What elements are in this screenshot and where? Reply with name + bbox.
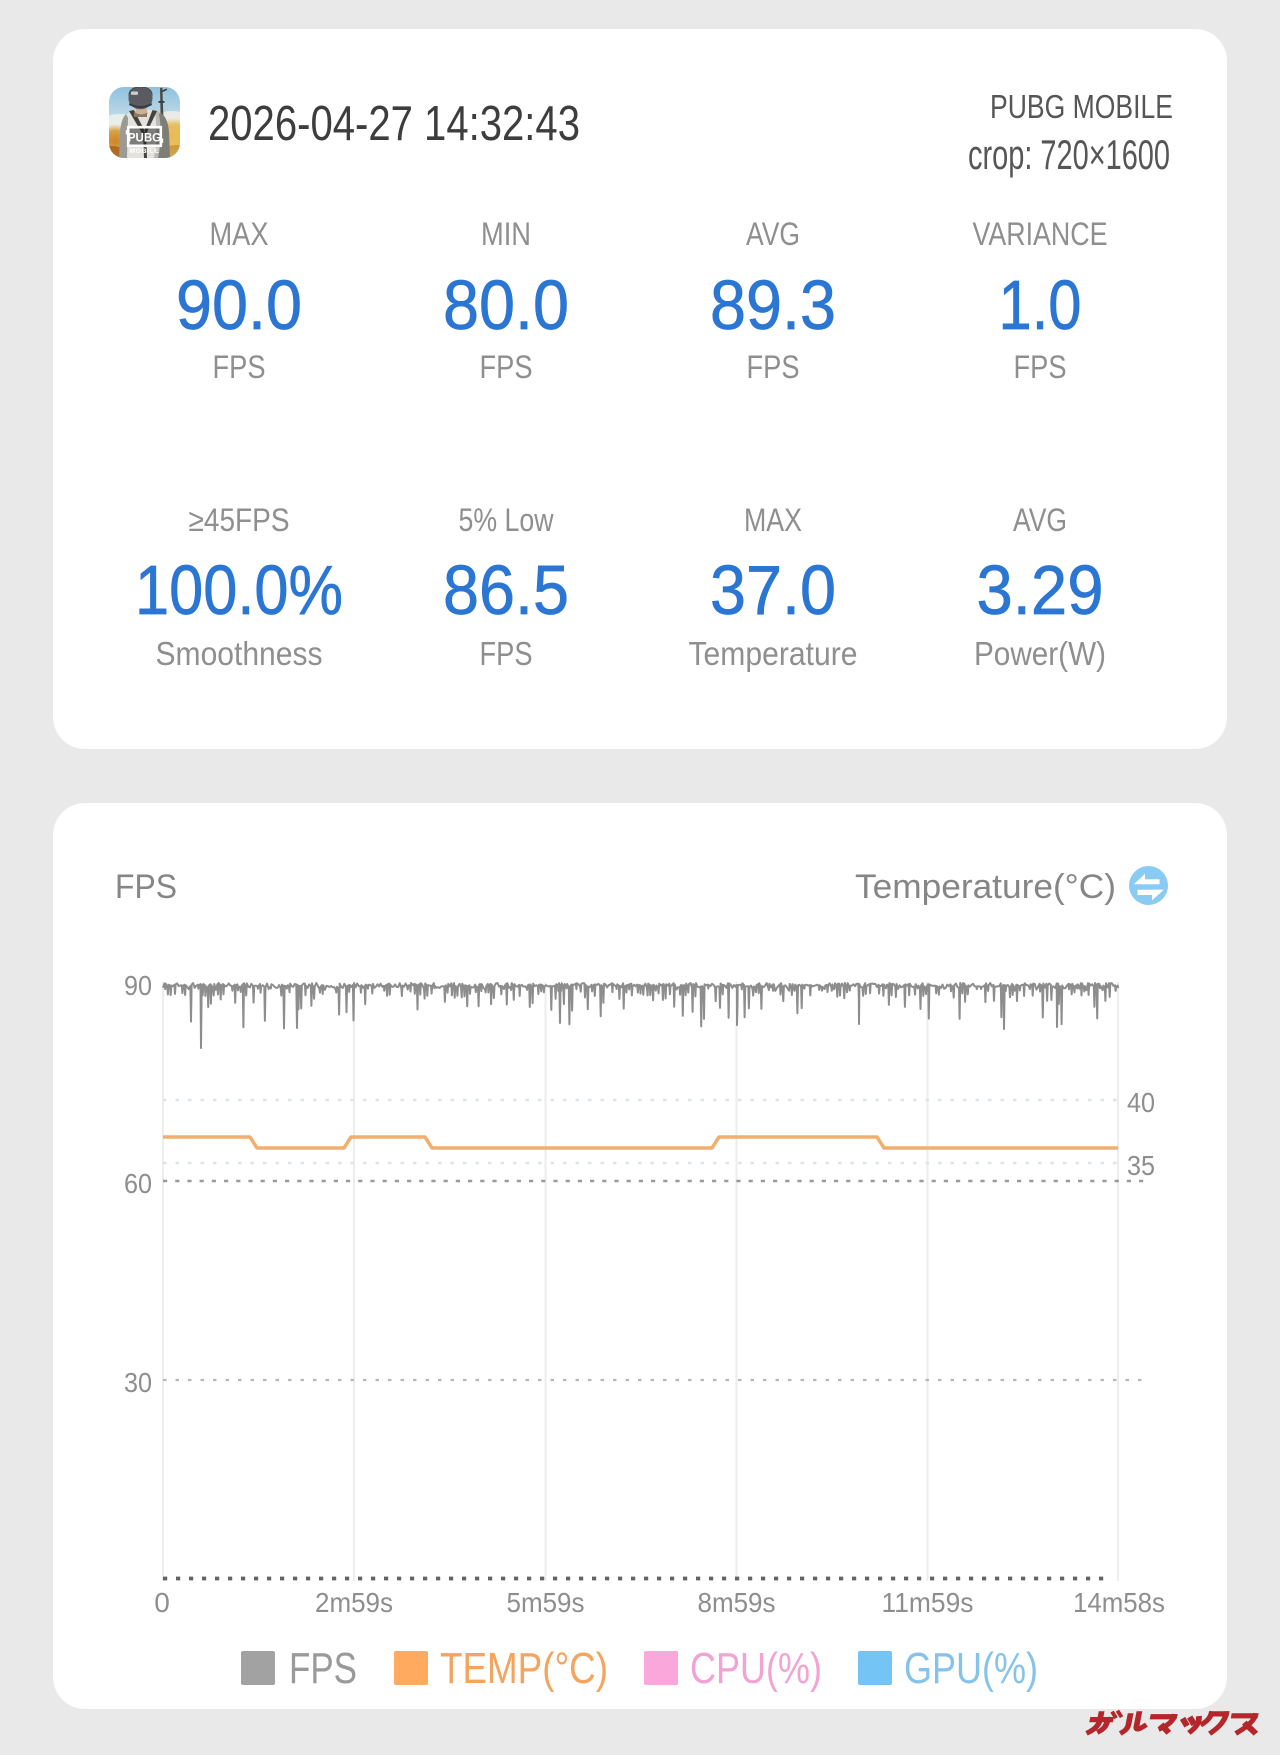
svg-text:≥45FPS: ≥45FPS [189, 502, 290, 538]
svg-text:2026-04-27 14:32:43: 2026-04-27 14:32:43 [208, 97, 580, 151]
svg-text:Temperature: Temperature [689, 635, 858, 672]
svg-text:FPS: FPS [1014, 349, 1067, 385]
svg-text:37.0: 37.0 [710, 551, 836, 629]
svg-text:5% Low: 5% Low [459, 502, 555, 538]
svg-text:60: 60 [124, 1168, 152, 1199]
svg-text:90: 90 [124, 970, 152, 1001]
svg-text:FPS: FPS [480, 635, 533, 672]
svg-text:FPS: FPS [480, 349, 533, 385]
svg-text:MOBILE: MOBILE [129, 148, 159, 155]
svg-text:CPU(%): CPU(%) [690, 1644, 822, 1693]
svg-text:Power(W): Power(W) [974, 635, 1106, 672]
svg-text:FPS: FPS [115, 868, 177, 906]
svg-text:FPS: FPS [213, 349, 266, 385]
svg-text:FPS: FPS [289, 1644, 357, 1693]
svg-text:PUBG MOBILE: PUBG MOBILE [990, 88, 1173, 125]
svg-text:GPU(%): GPU(%) [904, 1644, 1038, 1693]
svg-text:MIN: MIN [481, 216, 531, 252]
svg-text:FPS: FPS [747, 349, 800, 385]
svg-text:5m59s: 5m59s [507, 1587, 585, 1618]
svg-text:Temperature(°C): Temperature(°C) [855, 868, 1116, 906]
svg-text:14m58s: 14m58s [1073, 1587, 1165, 1618]
svg-text:8m59s: 8m59s [698, 1587, 776, 1618]
svg-text:Smoothness: Smoothness [156, 635, 323, 672]
svg-text:86.5: 86.5 [443, 551, 569, 629]
svg-text:TEMP(°C): TEMP(°C) [440, 1644, 608, 1693]
svg-text:11m59s: 11m59s [882, 1587, 974, 1618]
svg-text:35: 35 [1127, 1150, 1155, 1181]
svg-text:VARIANCE: VARIANCE [973, 216, 1108, 252]
svg-text:40: 40 [1127, 1087, 1155, 1118]
svg-text:2m59s: 2m59s [315, 1587, 393, 1618]
svg-text:3.29: 3.29 [977, 551, 1104, 629]
svg-text:crop: 720×1600: crop: 720×1600 [968, 131, 1170, 178]
svg-text:AVG: AVG [746, 216, 800, 252]
svg-text:80.0: 80.0 [443, 266, 569, 344]
svg-text:PUBG: PUBG [128, 133, 161, 145]
svg-text:AVG: AVG [1013, 502, 1067, 538]
svg-text:100.0%: 100.0% [135, 551, 343, 629]
svg-text:1.0: 1.0 [999, 266, 1082, 344]
svg-text:30: 30 [124, 1367, 152, 1398]
svg-text:90.0: 90.0 [176, 266, 302, 344]
svg-text:MAX: MAX [210, 216, 269, 252]
svg-text:89.3: 89.3 [710, 266, 836, 344]
svg-text:0: 0 [154, 1587, 170, 1618]
svg-text:MAX: MAX [744, 502, 802, 538]
